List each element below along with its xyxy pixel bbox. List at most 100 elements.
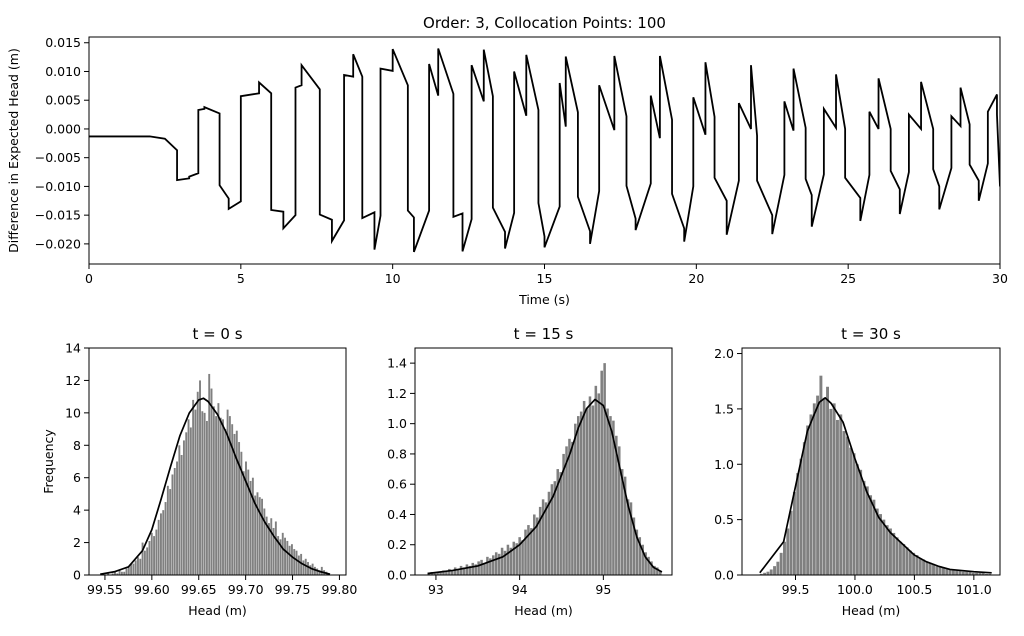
histogram-bar [832, 403, 836, 575]
histogram-bar [258, 497, 261, 575]
histogram-bar [477, 561, 480, 575]
histogram-bar [139, 558, 142, 575]
axes-frame [88, 36, 1001, 265]
histogram-bar [302, 560, 305, 575]
histogram-bar [579, 411, 583, 575]
histogram-bar [286, 540, 289, 575]
histogram-bar [839, 414, 843, 575]
histogram-bar [591, 405, 595, 575]
y-tick-label: 0.005 [45, 93, 81, 108]
histogram-bar [527, 525, 530, 575]
histogram-bar [468, 565, 472, 575]
axes-frame [88, 347, 347, 576]
x-tick-label: 99.5 [782, 582, 810, 597]
histogram-bar [228, 416, 231, 575]
histogram-bar [480, 559, 483, 575]
histogram-bar [233, 433, 236, 575]
histogram-bar [503, 550, 507, 575]
histogram-bar [116, 573, 119, 575]
x-tick-label: 0 [85, 271, 93, 286]
histogram-bar [948, 569, 952, 575]
histogram-bar [224, 429, 227, 575]
histogram-bar [650, 561, 653, 575]
histogram-bar [789, 510, 793, 575]
histogram-bar [585, 408, 589, 575]
density-curve [100, 397, 331, 576]
histogram-bar [171, 474, 174, 575]
histogram-bar [251, 477, 254, 575]
histogram-bar [462, 567, 466, 575]
histogram-bar [898, 541, 902, 575]
y-tick-label: −0.010 [35, 179, 81, 194]
histogram-bar [985, 573, 988, 575]
histogram-bar [160, 513, 162, 575]
histogram-bar [120, 571, 123, 575]
histogram-bar [544, 502, 548, 575]
histogram-bar [852, 453, 856, 575]
histogram-bar [908, 550, 912, 575]
histogram-bar [433, 573, 436, 575]
histogram-bar [261, 498, 264, 575]
histogram-bar [148, 540, 151, 575]
y-tick-label: 1.0 [714, 457, 734, 472]
histogram-bar [300, 553, 303, 575]
histogram-bar [226, 409, 229, 575]
histogram-bar [553, 481, 557, 575]
histogram-bar [620, 469, 624, 575]
x-tick-label: 101.0 [956, 582, 992, 597]
histogram-bar [293, 549, 296, 575]
histogram-bar [918, 558, 922, 575]
histogram-bar [231, 424, 234, 575]
histogram-bar [535, 517, 539, 575]
histogram-bar [792, 491, 796, 575]
histogram-bar [779, 552, 783, 575]
histogram-bar [623, 476, 627, 575]
y-tick-label: 10 [65, 405, 81, 420]
histogram-bar [506, 544, 510, 575]
histogram-bar [562, 453, 565, 575]
histogram-bar [143, 550, 146, 575]
histogram-bar [185, 432, 188, 575]
histogram-bar [902, 544, 906, 575]
histogram-bar [609, 416, 612, 575]
histogram-bar [951, 569, 955, 575]
histogram-bar [786, 528, 790, 575]
histogram-bar [125, 568, 128, 575]
histogram-bar [895, 537, 899, 575]
y-tick-label: 0 [73, 568, 81, 583]
histogram-bar [215, 416, 218, 575]
histogram-bar [208, 373, 211, 575]
histogram-bar [653, 565, 656, 575]
x-tick-label: 93 [428, 582, 444, 597]
histogram-bar [279, 539, 282, 575]
histogram-bar [556, 469, 560, 575]
histogram-bar [865, 486, 869, 575]
histogram-bar [869, 495, 873, 575]
histogram-bar [180, 455, 183, 575]
series-line [89, 48, 1000, 253]
histogram-bar [588, 396, 592, 575]
histogram-bar [320, 566, 323, 575]
histogram-bar [445, 571, 448, 575]
histogram-bar [456, 568, 460, 575]
histogram-bar [150, 532, 153, 575]
histogram-bar [316, 568, 319, 575]
histogram-bar [882, 519, 886, 575]
x-tick-label: 10 [385, 271, 401, 286]
histogram-bar [576, 416, 580, 575]
histogram-bar [932, 563, 935, 575]
histogram-bar [222, 419, 224, 575]
histogram-bar [961, 571, 965, 575]
histogram-bar [603, 363, 606, 575]
histogram-bar [806, 425, 810, 575]
y-tick-label: 6 [73, 470, 81, 485]
histogram-bar [521, 540, 524, 575]
y-tick-label: 0.6 [387, 477, 407, 492]
histogram-bar [971, 572, 975, 575]
histogram-bar [187, 419, 190, 575]
histogram-bar [489, 558, 492, 575]
y-tick-label: 0.015 [45, 35, 81, 50]
x-axis-label: Time (s) [518, 292, 570, 307]
histogram-bar [644, 552, 647, 575]
